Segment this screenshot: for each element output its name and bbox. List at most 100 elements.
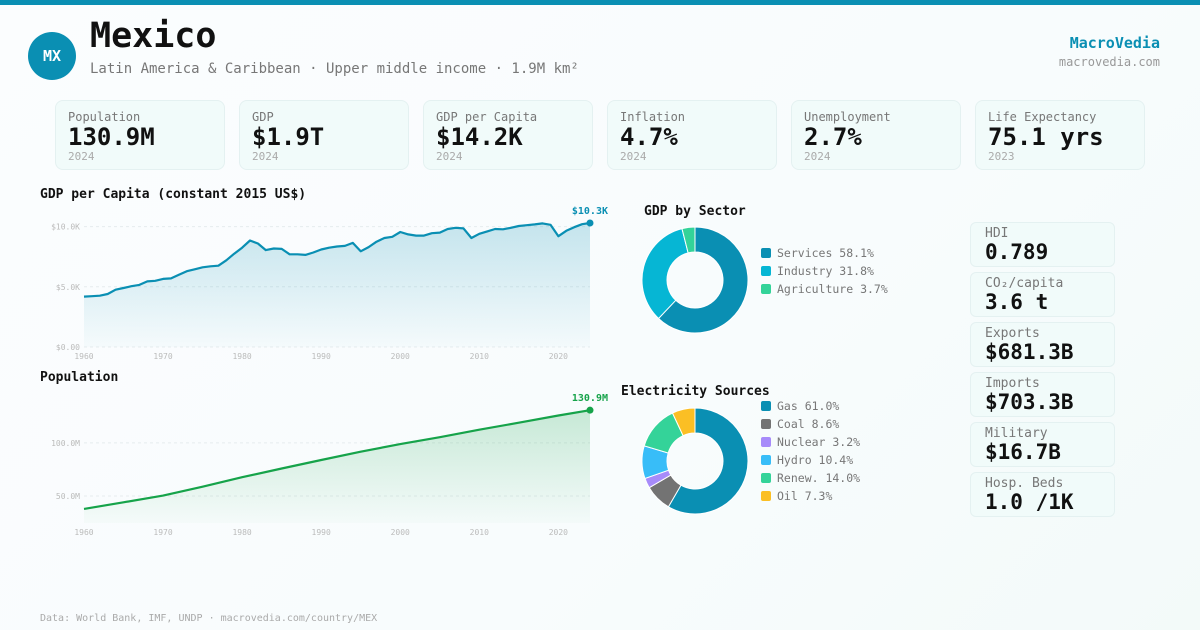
legend-swatch: [761, 491, 771, 501]
legend-swatch: [761, 455, 771, 465]
page-title: Mexico: [90, 16, 217, 56]
side-stat-value: $681.3B: [985, 340, 1074, 364]
stat-value: 4.7%: [620, 123, 678, 151]
stat-card-gdp-per-capita: GDP per Capita $14.2K 2024: [423, 100, 593, 170]
stat-card-population: Population 130.9M 2024: [55, 100, 225, 170]
stat-value: 130.9M: [68, 123, 155, 151]
page-subtitle: Latin America & Caribbean · Upper middle…: [90, 61, 579, 77]
x-tick-label: 1970: [153, 352, 172, 361]
legend-swatch: [761, 419, 771, 429]
y-tick-label: $5.0K: [56, 283, 80, 292]
stat-year: 2024: [620, 150, 647, 163]
legend-item: Agriculture 3.7%: [761, 280, 888, 298]
legend-swatch: [761, 401, 771, 411]
legend-item: Hydro 10.4%: [761, 451, 860, 469]
brand-url[interactable]: macrovedia.com: [1058, 55, 1160, 69]
country-badge: MX: [28, 32, 76, 80]
stat-label: GDP: [252, 110, 274, 124]
legend-item: Nuclear 3.2%: [761, 433, 860, 451]
stat-label: Population: [68, 110, 141, 124]
donut-slice: [681, 226, 696, 254]
legend-item: Gas 61.0%: [761, 397, 860, 415]
legend-swatch: [761, 473, 771, 483]
donut-slice: [667, 407, 749, 515]
top-accent-bar: [0, 0, 1200, 5]
x-tick-label: 1960: [74, 352, 93, 361]
y-tick-label: 50.0M: [56, 492, 80, 501]
legend-swatch: [761, 248, 771, 258]
legend-label: Gas 61.0%: [777, 399, 840, 413]
x-tick-label: 1980: [232, 528, 251, 537]
end-point: [586, 219, 594, 227]
side-stat-card: Exports $681.3B: [970, 322, 1115, 367]
side-stat-card: Imports $703.3B: [970, 372, 1115, 417]
side-stat-label: Hosp. Beds: [985, 476, 1064, 491]
legend-item: Renew. 14.0%: [761, 469, 860, 487]
footer-source: Data: World Bank, IMF, UNDP · macrovedia…: [40, 613, 378, 624]
stat-year: 2023: [988, 150, 1015, 163]
x-tick-label: 2000: [391, 352, 410, 361]
x-tick-label: 2020: [549, 352, 568, 361]
population-title: Population: [40, 370, 119, 385]
side-stat-value: 3.6 t: [985, 290, 1049, 314]
stat-card-unemployment: Unemployment 2.7% 2024: [791, 100, 961, 170]
x-tick-label: 2020: [549, 528, 568, 537]
x-tick-label: 1980: [232, 352, 251, 361]
x-tick-label: 2000: [391, 528, 410, 537]
side-stat-value: 1.0 /1K: [985, 490, 1074, 514]
legend-label: Renew. 14.0%: [777, 471, 861, 485]
stat-value: 75.1 yrs: [988, 123, 1104, 151]
legend-item: Coal 8.6%: [761, 415, 860, 433]
stat-year: 2024: [804, 150, 831, 163]
x-tick-label: 1960: [74, 528, 93, 537]
side-stat-value: $703.3B: [985, 390, 1074, 414]
legend-item: Services 58.1%: [761, 244, 888, 262]
stat-card-inflation: Inflation 4.7% 2024: [607, 100, 777, 170]
donut-slice: [657, 226, 749, 334]
side-stat-label: Exports: [985, 326, 1040, 341]
gdp-sector-legend: Services 58.1% Industry 31.8% Agriculture …: [761, 244, 888, 298]
stat-label: GDP per Capita: [436, 110, 538, 124]
side-stat-card: Hosp. Beds 1.0 /1K: [970, 472, 1115, 517]
stat-value: 2.7%: [804, 123, 862, 151]
donut-slice: [641, 228, 689, 320]
gdp-per-capita-title: GDP per Capita (constant 2015 US$): [40, 187, 307, 202]
end-value-label: 130.9M: [572, 393, 608, 404]
stat-card-life-expectancy: Life Expectancy 75.1 yrs 2023: [975, 100, 1145, 170]
x-tick-label: 1990: [312, 352, 331, 361]
legend-label: Agriculture 3.7%: [777, 282, 888, 296]
side-stat-value: $16.7B: [985, 440, 1061, 464]
side-stat-label: Military: [985, 426, 1048, 441]
y-tick-label: 100.0M: [51, 439, 80, 448]
x-tick-label: 1990: [312, 528, 331, 537]
area-fill: [84, 410, 590, 523]
side-stat-card: CO₂/capita 3.6 t: [970, 272, 1115, 317]
legend-label: Hydro 10.4%: [777, 453, 854, 467]
stat-value: $1.9T: [252, 123, 325, 151]
y-tick-label: $10.0K: [51, 223, 80, 232]
legend-label: Coal 8.6%: [777, 417, 840, 431]
x-tick-label: 2010: [470, 352, 489, 361]
legend-label: Industry 31.8%: [777, 264, 874, 278]
stat-label: Life Expectancy: [988, 110, 1097, 124]
side-stat-card: Military $16.7B: [970, 422, 1115, 467]
stat-label: Inflation: [620, 110, 686, 124]
side-stat-label: CO₂/capita: [985, 276, 1064, 291]
gdp-sector-title: GDP by Sector: [644, 204, 746, 219]
side-stat-label: HDI: [985, 226, 1009, 241]
x-tick-label: 2010: [470, 528, 489, 537]
series-line: [83, 409, 591, 510]
stat-year: 2024: [252, 150, 279, 163]
stat-year: 2024: [436, 150, 463, 163]
stat-year: 2024: [68, 150, 95, 163]
side-stat-label: Imports: [985, 376, 1040, 391]
series-line: [83, 221, 591, 298]
brand-logo[interactable]: MacroVedia: [1069, 34, 1160, 52]
legend-swatch: [761, 437, 771, 447]
end-point: [586, 406, 594, 414]
stat-card-gdp: GDP $1.9T 2024: [239, 100, 409, 170]
legend-swatch: [761, 284, 771, 294]
legend-label: Services 58.1%: [777, 246, 874, 260]
legend-item: Oil 7.3%: [761, 487, 860, 505]
